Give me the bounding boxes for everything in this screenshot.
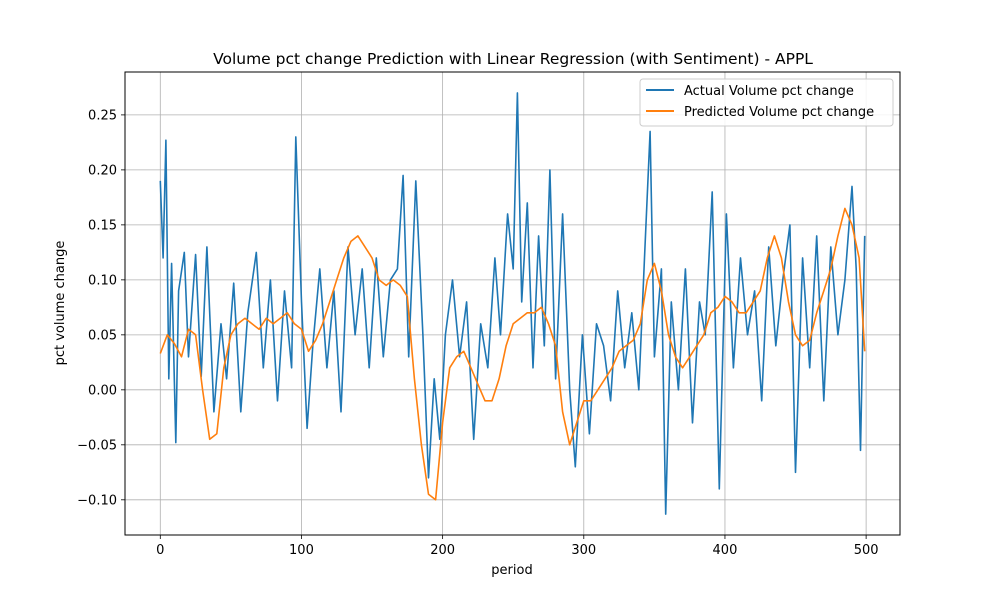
chart-title: Volume pct change Prediction with Linear… (213, 50, 813, 68)
y-axis-label: pct volume change (53, 241, 68, 366)
y-tick-label: 0.25 (88, 108, 117, 123)
y-tick-label: 0.20 (88, 163, 117, 178)
x-tick-label: 500 (854, 543, 879, 558)
x-axis-label: period (491, 563, 532, 578)
legend-label-predicted: Predicted Volume pct change (684, 105, 874, 120)
y-tick-label: 0.05 (88, 328, 117, 343)
x-tick-label: 200 (430, 543, 455, 558)
y-tick-label: 0.00 (88, 383, 117, 398)
x-tick-label: 100 (289, 543, 314, 558)
y-tick-label: 0.15 (88, 218, 117, 233)
x-tick-label: 400 (713, 543, 738, 558)
legend-label-actual: Actual Volume pct change (684, 84, 854, 99)
legend-box (639, 78, 894, 127)
plot-frame (124, 71, 901, 536)
y-tick-label: 0.10 (88, 273, 117, 288)
series-lines (159, 92, 866, 515)
legend: Actual Volume pct change Predicted Volum… (639, 78, 894, 127)
x-tick-label: 300 (571, 543, 596, 558)
series-line-actual (159, 92, 866, 515)
y-tick-label: −0.10 (77, 493, 117, 508)
x-tick-label: 0 (156, 543, 164, 558)
y-tick-label: −0.05 (77, 438, 117, 453)
series-line-predicted (159, 207, 866, 501)
axis-ticks: 0 100 200 300 400 500 −0.10 −0.05 0.00 0.05 0.10 0.… (77, 108, 878, 558)
